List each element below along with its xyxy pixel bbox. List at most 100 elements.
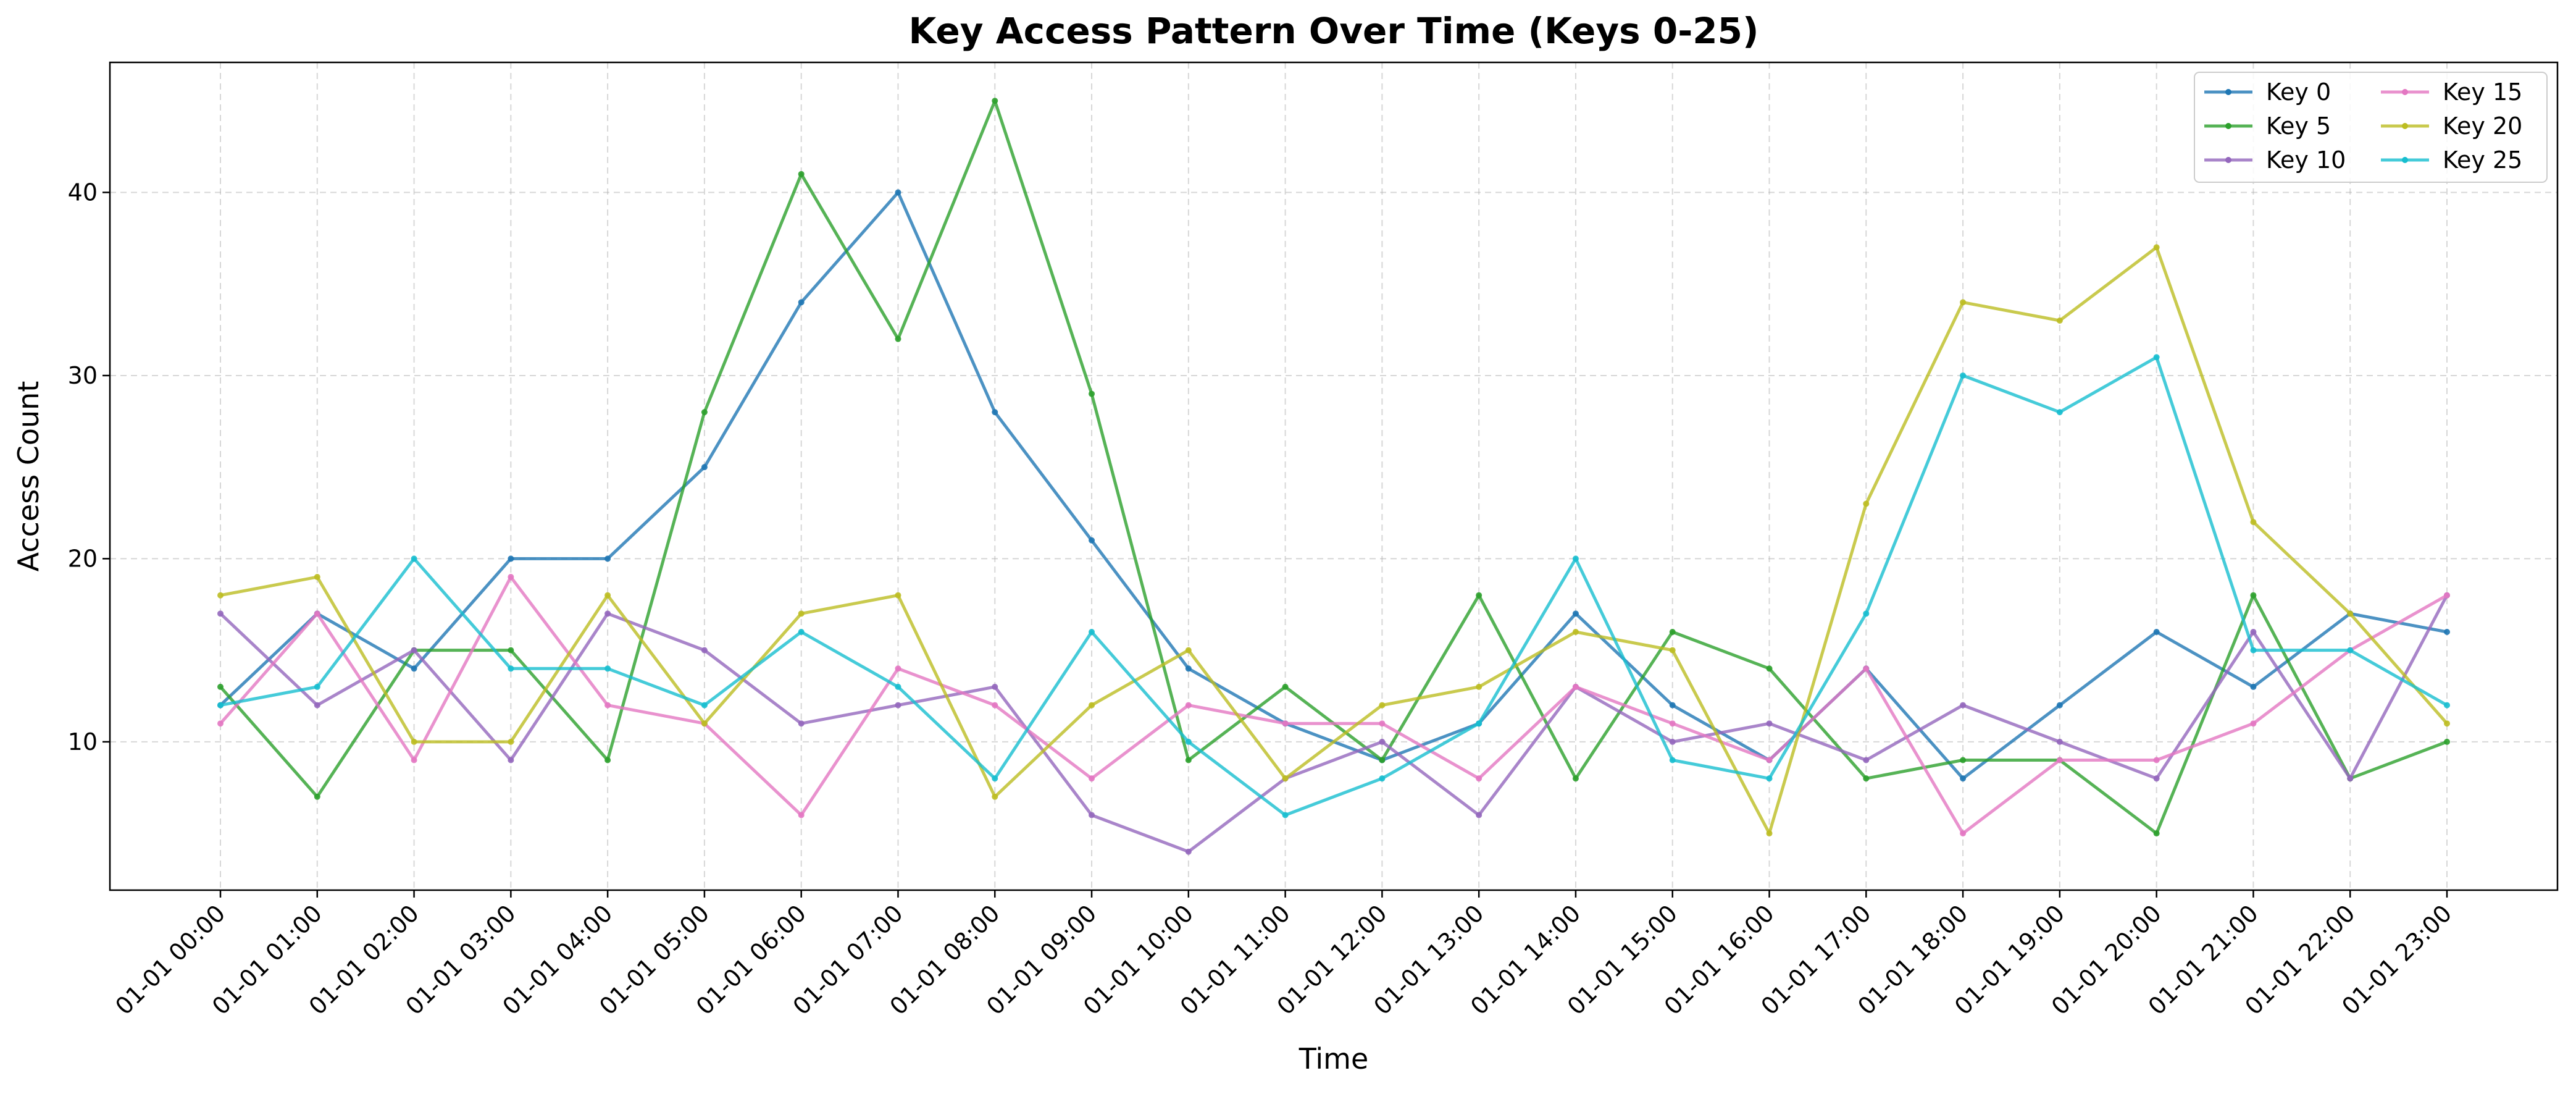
data-point-key-20 (1572, 628, 1579, 635)
data-point-key-0 (2444, 628, 2450, 635)
data-point-key-5 (1766, 665, 1773, 672)
data-point-key-25 (1476, 720, 1482, 727)
data-point-key-25 (411, 555, 417, 562)
data-point-key-20 (701, 720, 708, 727)
data-point-key-0 (411, 665, 417, 672)
data-point-key-20 (1960, 299, 1967, 306)
legend-marker (2225, 123, 2231, 129)
data-point-key-10 (1185, 848, 1192, 855)
data-point-key-20 (604, 592, 611, 599)
data-point-key-10 (1960, 702, 1967, 709)
data-point-key-5 (217, 683, 224, 690)
data-point-key-10 (1863, 757, 1870, 764)
data-point-key-25 (1185, 738, 1192, 745)
legend-item-key-5: Key 5 (2204, 112, 2331, 140)
data-point-key-25 (217, 702, 224, 709)
data-point-key-10 (314, 702, 320, 709)
data-point-key-10 (604, 610, 611, 617)
legend-label: Key 10 (2266, 146, 2346, 174)
data-point-key-25 (895, 683, 901, 690)
data-point-key-15 (1089, 775, 1095, 782)
data-point-key-5 (1185, 757, 1192, 764)
legend-marker (2225, 157, 2231, 163)
data-point-key-15 (1572, 683, 1579, 690)
legend-label: Key 0 (2266, 78, 2331, 106)
data-point-key-0 (1669, 702, 1676, 709)
data-point-key-5 (1379, 757, 1386, 764)
data-point-key-15 (2444, 592, 2450, 599)
data-point-key-25 (1766, 775, 1773, 782)
data-point-key-0 (798, 299, 805, 306)
data-point-key-5 (798, 170, 805, 177)
data-point-key-25 (1863, 610, 1870, 617)
data-point-key-5 (508, 647, 514, 654)
data-point-key-5 (701, 409, 708, 416)
data-point-key-15 (1669, 720, 1676, 727)
data-point-key-5 (1863, 775, 1870, 782)
data-point-key-5 (1669, 628, 1676, 635)
data-point-key-25 (1669, 757, 1676, 764)
data-point-key-15 (1185, 702, 1192, 709)
series-key-15 (217, 574, 2450, 837)
legend-label: Key 5 (2266, 112, 2331, 140)
data-point-key-5 (895, 335, 901, 342)
data-point-key-0 (992, 409, 998, 416)
y-tick-label: 40 (68, 179, 98, 206)
data-point-key-5 (992, 98, 998, 104)
data-point-key-10 (895, 702, 901, 709)
data-point-key-5 (2250, 592, 2257, 599)
data-point-key-15 (798, 812, 805, 818)
data-point-key-20 (1089, 702, 1095, 709)
legend-item-key-25: Key 25 (2381, 146, 2522, 174)
data-point-key-15 (314, 610, 320, 617)
data-point-key-25 (2250, 647, 2257, 654)
plot-frame (109, 61, 2559, 891)
data-point-key-20 (1282, 775, 1289, 782)
data-point-key-5 (604, 757, 611, 764)
series-line-key-25 (220, 355, 2448, 817)
data-point-key-25 (508, 665, 514, 672)
legend-marker (2402, 123, 2408, 129)
data-point-key-15 (1379, 720, 1386, 727)
data-point-key-25 (2444, 702, 2450, 709)
data-point-key-15 (508, 574, 514, 581)
data-point-key-20 (992, 793, 998, 800)
data-point-key-20 (1669, 647, 1676, 654)
data-point-key-10 (411, 647, 417, 654)
legend-label: Key 25 (2443, 146, 2522, 174)
data-point-key-25 (1960, 372, 1967, 379)
data-point-key-15 (1863, 665, 1870, 672)
data-point-key-0 (1960, 775, 1967, 782)
data-point-key-0 (2153, 628, 2160, 635)
data-point-key-15 (1282, 720, 1289, 727)
series-key-25 (217, 354, 2450, 818)
data-point-key-20 (2153, 244, 2160, 251)
data-point-key-25 (701, 702, 708, 709)
data-point-key-10 (798, 720, 805, 727)
legend-marker (2225, 89, 2231, 95)
y-tick-label: 10 (68, 728, 98, 755)
data-point-key-15 (992, 702, 998, 709)
data-point-key-15 (1960, 830, 1967, 837)
data-point-key-25 (604, 665, 611, 672)
series-line-key-20 (220, 245, 2448, 835)
x-axis-label: Time (1298, 1042, 1369, 1075)
legend-marker (2402, 157, 2408, 163)
chart-title: Key Access Pattern Over Time (Keys 0-25) (908, 10, 1758, 52)
data-point-key-10 (508, 757, 514, 764)
legend-item-key-0: Key 0 (2204, 78, 2331, 106)
y-tick-label: 30 (68, 362, 98, 389)
data-point-key-10 (2347, 775, 2354, 782)
data-point-key-15 (1476, 775, 1482, 782)
data-point-key-25 (1282, 812, 1289, 818)
data-point-key-5 (1282, 683, 1289, 690)
data-point-key-5 (314, 793, 320, 800)
grid (110, 62, 2557, 890)
data-point-key-25 (2056, 409, 2063, 416)
data-point-key-20 (1379, 702, 1386, 709)
data-point-key-10 (1089, 812, 1095, 818)
y-tick-label: 20 (68, 545, 98, 572)
